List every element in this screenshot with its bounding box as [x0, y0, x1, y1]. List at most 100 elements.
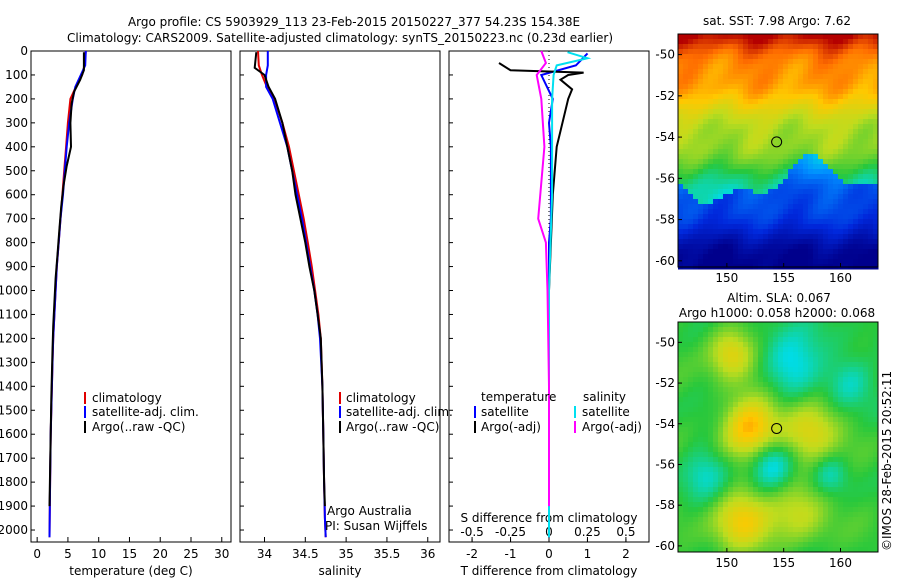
map-cell — [763, 229, 769, 235]
map-cell — [823, 199, 829, 205]
map-cell — [793, 169, 799, 175]
map-cell — [688, 342, 694, 348]
map-cell — [753, 537, 759, 543]
map-cell — [743, 59, 749, 65]
map-cell — [738, 249, 744, 255]
map-cell — [813, 477, 819, 483]
map-cell — [788, 84, 794, 90]
map-cell — [698, 342, 704, 348]
map-cell — [828, 402, 834, 408]
map-cell — [693, 427, 699, 433]
salinity-legend: climatology satellite-adj. clim. Argo(..… — [325, 391, 453, 533]
map-cell — [788, 432, 794, 438]
map-cell — [763, 342, 769, 348]
map-cell — [768, 472, 774, 478]
x-tick-label: 5 — [64, 547, 72, 561]
map-cell — [848, 149, 854, 155]
map-cell — [783, 84, 789, 90]
map-cell — [753, 59, 759, 65]
map-cell — [683, 332, 689, 338]
y-tick-label: 400 — [5, 140, 28, 154]
map-cell — [818, 457, 824, 463]
map-cell — [693, 517, 699, 523]
map-cell — [783, 407, 789, 413]
map-cell — [708, 199, 714, 205]
map-cell — [873, 99, 879, 105]
map-cell — [768, 194, 774, 200]
map-cell — [808, 412, 814, 418]
map-cell — [753, 109, 759, 115]
map-cell — [758, 347, 764, 353]
map-cell — [788, 59, 794, 65]
map-cell — [843, 532, 849, 538]
map-cell — [838, 199, 844, 205]
map-cell — [763, 412, 769, 418]
map-cell — [693, 64, 699, 70]
map-cell — [708, 397, 714, 403]
map-cell — [828, 79, 834, 85]
map-cell — [748, 114, 754, 120]
map-cell — [768, 224, 774, 230]
map-cell — [788, 169, 794, 175]
map-cell — [688, 427, 694, 433]
map-cell — [713, 229, 719, 235]
map-cell — [808, 367, 814, 373]
map-cell — [763, 64, 769, 70]
map-cell — [868, 392, 874, 398]
map-cell — [843, 34, 849, 40]
map-cell — [703, 134, 709, 140]
map-cell — [728, 322, 734, 328]
map-cell — [868, 104, 874, 110]
map-cell — [758, 482, 764, 488]
map-cell — [873, 327, 879, 333]
map-cell — [808, 124, 814, 130]
map-cell — [838, 487, 844, 493]
map-cell — [873, 149, 879, 155]
map-cell — [803, 342, 809, 348]
map-cell — [738, 327, 744, 333]
map-cell — [848, 477, 854, 483]
map-cell — [698, 492, 704, 498]
map-cell — [678, 214, 684, 220]
map-cell — [763, 169, 769, 175]
map-cell — [818, 109, 824, 115]
map-cell — [743, 174, 749, 180]
map-cell — [853, 184, 859, 190]
map-cell — [803, 547, 809, 553]
map-cell — [693, 169, 699, 175]
legend-satellite-label: satellite-adj. clim. — [346, 405, 453, 419]
map-cell — [868, 34, 874, 40]
map-cell — [723, 94, 729, 100]
map-cell — [813, 337, 819, 343]
map-cell — [828, 74, 834, 80]
map-cell — [813, 259, 819, 265]
map-cell — [818, 139, 824, 145]
map-cell — [748, 407, 754, 413]
map-cell — [783, 467, 789, 473]
map-cell — [808, 527, 814, 533]
map-cell — [773, 502, 779, 508]
map-cell — [728, 239, 734, 245]
map-cell — [763, 134, 769, 140]
map-cell — [843, 517, 849, 523]
map-cell — [783, 382, 789, 388]
map-cell — [848, 427, 854, 433]
map-cell — [868, 532, 874, 538]
difference-legend: temperature salinity satellite satellite… — [474, 390, 642, 434]
map-cell — [698, 482, 704, 488]
map-cell — [773, 477, 779, 483]
map-cell — [843, 447, 849, 453]
map-cell — [768, 447, 774, 453]
map-cell — [733, 189, 739, 195]
map-cell — [838, 184, 844, 190]
map-cell — [738, 422, 744, 428]
map-cell — [703, 124, 709, 130]
map-cell — [848, 452, 854, 458]
map-cell — [693, 497, 699, 503]
map-cell — [693, 184, 699, 190]
map-cell — [828, 224, 834, 230]
map-cell — [708, 547, 714, 553]
map-cell — [698, 532, 704, 538]
map-cell — [813, 99, 819, 105]
map-cell — [778, 194, 784, 200]
